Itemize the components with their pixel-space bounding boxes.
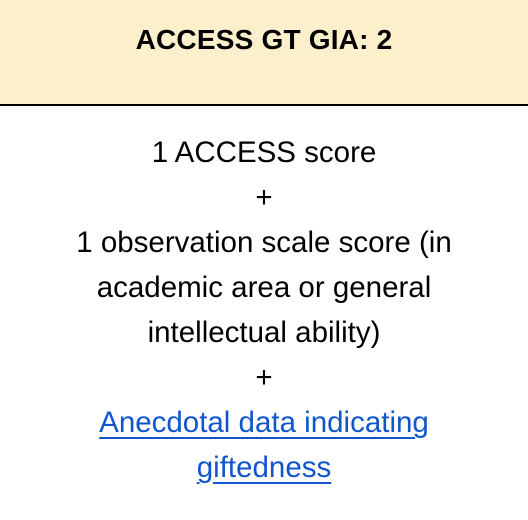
observation-scale-text-line-3: intellectual ability) [147,316,381,349]
criteria-body: 1 ACCESS score + 1 observation scale sco… [0,130,528,490]
anecdotal-data-link-line-2[interactable]: giftedness [0,445,528,490]
anecdotal-data-link-line-1[interactable]: Anecdotal data indicating [0,400,528,445]
plus-sign: + [255,361,273,394]
card-title: ACCESS GT GIA: 2 [135,24,393,55]
giftedness-link[interactable]: giftedness [196,451,332,484]
card-header: ACCESS GT GIA: 2 [0,0,528,106]
observation-scale-text-line-1: 1 observation scale score (in [76,226,452,259]
observation-scale-text-line-2: academic area or general [96,271,432,304]
access-score-text: 1 ACCESS score [151,136,377,169]
plus-sign: + [255,181,273,214]
anecdotal-data-link[interactable]: Anecdotal data indicating [99,406,429,439]
